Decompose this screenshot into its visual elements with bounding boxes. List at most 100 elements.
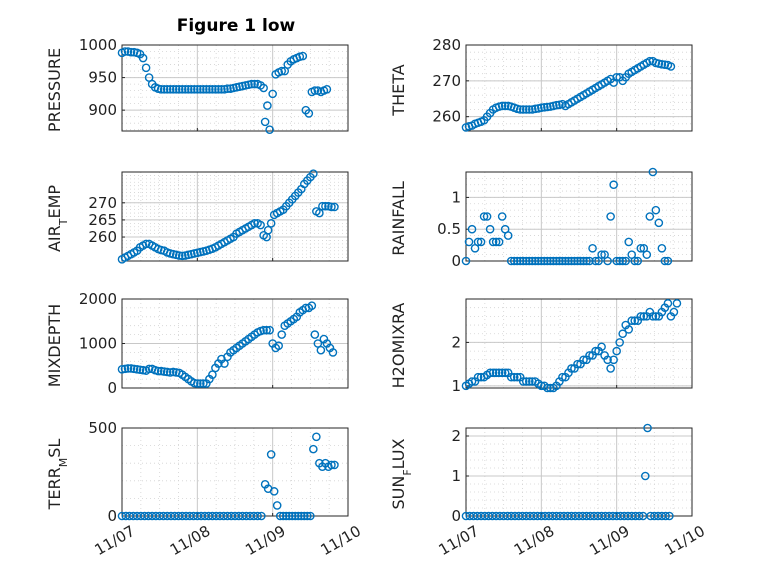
data-point: [156, 85, 166, 94]
data-point: [657, 60, 667, 69]
data-point: [579, 256, 588, 266]
data-point: [309, 169, 318, 179]
data-point: [521, 105, 531, 114]
data-point: [266, 219, 276, 228]
data-point: [180, 85, 190, 94]
data-point: [193, 85, 202, 94]
data-point: [315, 208, 324, 218]
y-tick-label: 260: [88, 228, 117, 246]
x-tick-label: 11/09: [242, 522, 288, 559]
subplot-terr-msl: 0 500 TERRMSL 11/07 11/08 11/09 11/10: [45, 419, 364, 559]
y-tick-label: 500: [88, 419, 117, 437]
data-point: [199, 85, 208, 94]
data-point: [316, 345, 326, 355]
data-point: [643, 423, 652, 433]
data-point: [141, 239, 151, 249]
data-point: [506, 372, 516, 382]
data-point: [144, 364, 154, 374]
data-point: [120, 47, 130, 56]
data-point: [497, 101, 507, 111]
data-point: [651, 205, 661, 215]
data-point: [205, 85, 214, 94]
y-tick-label: 270: [88, 194, 117, 212]
data-point: [612, 346, 621, 356]
data-point: [287, 511, 297, 521]
y-tick-label: 2000: [79, 290, 117, 308]
data-point: [603, 256, 612, 266]
y-tick-label: 0: [107, 379, 117, 397]
data-point: [266, 450, 276, 459]
data-point: [165, 85, 175, 94]
data-point: [579, 355, 588, 365]
x-tick-label: 11/10: [318, 522, 364, 559]
data-point: [485, 224, 495, 234]
data-point: [660, 60, 670, 70]
data-point: [615, 256, 624, 266]
data-point: [597, 250, 606, 259]
data-point: [534, 256, 543, 266]
data-point: [512, 372, 522, 382]
data-point: [257, 511, 266, 521]
data-point: [494, 368, 504, 378]
data-point: [250, 219, 259, 228]
y-axis-label: MIXDEPTH: [45, 304, 64, 387]
data-point: [265, 325, 274, 335]
subplot-sun-flux: 0 1 2 SUNFLUX 11/07 11/08 11/09 11/10: [389, 423, 708, 559]
data-point: [543, 383, 552, 393]
data-point: [621, 256, 631, 266]
data-point: [223, 84, 232, 93]
data-point: [260, 117, 270, 127]
data-point: [576, 256, 585, 266]
data-point: [177, 251, 187, 261]
data-point: [281, 511, 291, 521]
data-point: [300, 511, 309, 521]
y-tick-label: 0: [107, 507, 117, 525]
data-point: [129, 364, 139, 374]
data-point: [126, 47, 136, 57]
data-point: [272, 501, 282, 510]
data-point: [588, 243, 597, 253]
y-tick-label: 900: [88, 101, 117, 119]
data-point: [168, 85, 178, 94]
data-point: [564, 256, 573, 266]
data-point: [250, 79, 259, 89]
data-point: [327, 202, 336, 212]
axes-border: [465, 171, 693, 262]
axes-border: [465, 298, 693, 389]
data-point: [630, 316, 640, 326]
data-point: [494, 237, 504, 247]
data-point: [543, 102, 552, 112]
data-point: [296, 511, 306, 521]
data-point: [277, 66, 287, 76]
data-point: [582, 256, 591, 266]
data-point: [630, 256, 640, 266]
y-axis-label: SUNFLUX: [389, 438, 414, 509]
data-point: [126, 364, 136, 373]
data-point: [214, 85, 223, 94]
data-point: [549, 256, 558, 266]
data-point: [672, 299, 682, 308]
data-point: [491, 237, 501, 247]
data-point: [597, 342, 606, 352]
data-point: [515, 256, 525, 266]
data-point: [606, 212, 615, 221]
data-point: [663, 299, 673, 308]
data-point: [190, 378, 199, 388]
data-point: [512, 256, 522, 266]
data-point: [473, 237, 483, 247]
data-point: [208, 85, 217, 94]
x-tick-label: 11/07: [92, 522, 138, 559]
data-point: [500, 101, 510, 111]
data-point: [330, 202, 339, 212]
data-point: [123, 364, 133, 373]
y-tick-label: 1: [451, 188, 461, 206]
data-point: [293, 511, 303, 521]
data-point: [193, 379, 202, 388]
data-point: [220, 359, 229, 368]
data-point: [310, 330, 320, 339]
y-axis-label: H2OMIXRA: [389, 303, 408, 389]
subplot-h2omixra: 1 2 H2OMIXRA: [389, 298, 693, 395]
subplot-theta: 260 270 280 THETA: [389, 36, 693, 132]
data-point: [509, 256, 519, 266]
